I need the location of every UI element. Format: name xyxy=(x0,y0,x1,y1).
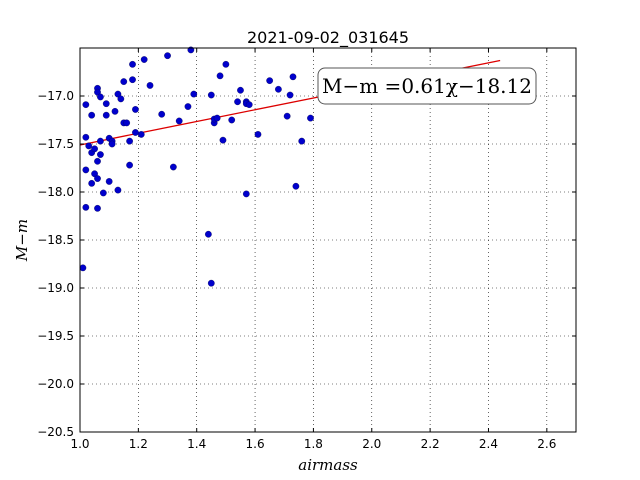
x-tick-label: 2.4 xyxy=(479,437,498,451)
data-point xyxy=(126,137,133,145)
data-point xyxy=(298,137,306,145)
y-tick-label: −19.5 xyxy=(37,329,74,343)
data-point xyxy=(228,116,236,124)
data-point xyxy=(97,151,104,158)
data-point xyxy=(82,133,90,141)
axis-ticks xyxy=(79,48,576,433)
data-point xyxy=(82,166,90,174)
y-tick-label: −18.5 xyxy=(37,233,74,247)
data-point xyxy=(117,95,125,103)
data-point xyxy=(94,175,101,182)
data-point xyxy=(85,142,93,150)
data-point xyxy=(242,190,250,198)
data-point xyxy=(94,157,101,165)
data-point xyxy=(289,73,297,81)
data-point xyxy=(175,117,183,125)
data-point xyxy=(102,111,110,119)
data-point xyxy=(102,100,110,108)
data-point xyxy=(126,161,133,169)
data-points xyxy=(79,46,314,287)
data-point xyxy=(254,131,262,138)
data-point xyxy=(207,279,215,287)
x-tick-label: 1.0 xyxy=(70,437,89,451)
data-point xyxy=(99,189,107,197)
y-tick-label: −18.0 xyxy=(37,185,74,199)
data-point xyxy=(88,180,96,187)
data-point xyxy=(275,85,282,93)
data-point xyxy=(213,114,221,122)
data-point xyxy=(307,114,314,122)
data-point xyxy=(140,56,148,63)
data-point xyxy=(82,204,90,211)
x-tick-label: 1.8 xyxy=(304,437,323,451)
data-point xyxy=(222,60,230,68)
x-tick-label: 1.2 xyxy=(129,437,148,451)
x-tick-label: 1.4 xyxy=(187,437,206,451)
data-point xyxy=(158,110,166,118)
data-point xyxy=(132,129,139,136)
x-axis-label: airmass xyxy=(298,456,358,474)
data-point xyxy=(79,264,87,272)
x-tick-label: 1.6 xyxy=(246,437,265,451)
x-tick-label: 2.0 xyxy=(362,437,381,451)
data-point xyxy=(129,76,136,84)
chart-title: 2021-09-02_031645 xyxy=(247,28,409,48)
data-point xyxy=(123,119,131,127)
annotation-text: M−m =0.61χ−18.12 xyxy=(322,74,532,98)
y-tick-label: −19.0 xyxy=(37,281,74,295)
data-point xyxy=(190,90,198,98)
data-point xyxy=(219,136,227,144)
data-point xyxy=(114,186,122,194)
y-tick-label: −17.0 xyxy=(37,89,74,103)
y-tick-labels: −17.0 −17.5 −18.0 −18.5 −19.0 −19.5 −20.0 −20.5 xyxy=(37,89,74,439)
x-tick-label: 2.6 xyxy=(537,437,556,451)
data-point xyxy=(283,112,291,120)
data-point xyxy=(137,131,145,138)
x-tick-labels: 1.0 1.2 1.4 1.6 1.8 2.0 2.2 2.4 2.6 xyxy=(70,437,556,451)
data-point xyxy=(234,98,241,106)
y-tick-label: −17.5 xyxy=(37,137,74,151)
y-tick-label: −20.5 xyxy=(37,425,74,439)
data-point xyxy=(266,77,273,84)
data-point xyxy=(205,230,212,238)
data-point xyxy=(164,52,171,60)
data-point xyxy=(286,91,294,99)
data-point xyxy=(91,145,98,153)
y-axis-label: M−m xyxy=(13,219,31,262)
annotation-box xyxy=(317,67,537,105)
data-point xyxy=(88,111,96,119)
data-point xyxy=(82,101,90,108)
data-point xyxy=(170,163,177,171)
data-point xyxy=(245,101,253,108)
data-point xyxy=(207,91,215,99)
data-point xyxy=(184,103,192,110)
x-tick-label: 2.2 xyxy=(421,437,440,451)
data-point xyxy=(94,204,101,212)
data-point xyxy=(146,82,154,89)
fit-annotation: M−m =0.61χ−18.12 xyxy=(317,67,537,105)
data-point xyxy=(97,93,104,101)
data-point xyxy=(129,60,136,68)
data-point xyxy=(237,86,244,94)
data-point xyxy=(97,137,104,145)
data-point xyxy=(111,108,119,115)
y-tick-label: −20.0 xyxy=(37,377,74,391)
data-point xyxy=(132,106,139,113)
data-point xyxy=(105,178,113,185)
data-point xyxy=(216,72,224,80)
data-point xyxy=(120,78,128,85)
data-point xyxy=(292,182,300,190)
data-point xyxy=(108,140,116,148)
